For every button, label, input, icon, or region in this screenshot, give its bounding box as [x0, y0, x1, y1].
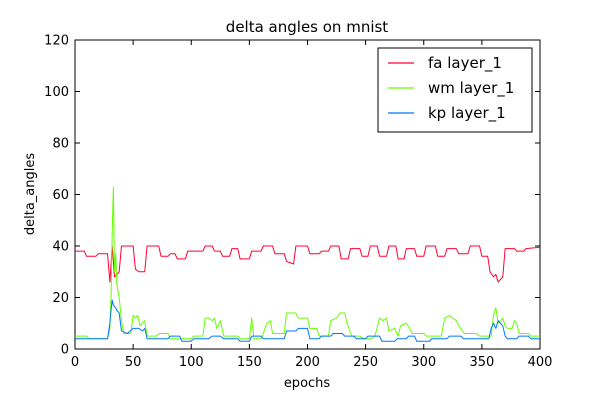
chart-title: delta angles on mnist	[226, 18, 389, 36]
y-tick-label: 20	[52, 291, 69, 306]
series-line-1	[75, 245, 541, 283]
series-line-2	[75, 186, 540, 340]
y-axis-label: delta_angles	[23, 153, 38, 235]
x-tick-label: 50	[125, 355, 142, 370]
x-axis-label: epochs	[284, 376, 331, 391]
x-tick-label: 100	[179, 355, 204, 370]
series-line-3	[75, 299, 540, 342]
y-tick-label: 40	[52, 240, 69, 255]
legend-label-1: fa layer_1	[428, 54, 502, 73]
y-tick-label: 120	[44, 34, 69, 49]
series-layer	[75, 186, 541, 342]
legend-box	[377, 47, 533, 133]
y-tick-label: 80	[52, 137, 69, 152]
x-tick-label: 350	[469, 355, 494, 370]
x-tick-label: 400	[528, 355, 553, 370]
x-tick-label: 150	[237, 355, 262, 370]
y-tick-label: 60	[52, 188, 69, 203]
x-tick-label: 0	[71, 355, 79, 370]
x-tick-label: 300	[411, 355, 436, 370]
y-tick-label: 0	[61, 343, 69, 358]
legend: fa layer_1wm layer_1kp layer_1	[377, 47, 533, 133]
x-tick-label: 200	[295, 355, 320, 370]
tick-layer: 0 50 100 150 200 250 300 350 400 0 20 40 60 80 100 120	[44, 34, 552, 371]
legend-label-3: kp layer_1	[428, 104, 506, 123]
legend-label-2: wm layer_1	[428, 79, 514, 98]
x-tick-label: 250	[353, 355, 378, 370]
y-tick-label: 100	[44, 85, 69, 100]
